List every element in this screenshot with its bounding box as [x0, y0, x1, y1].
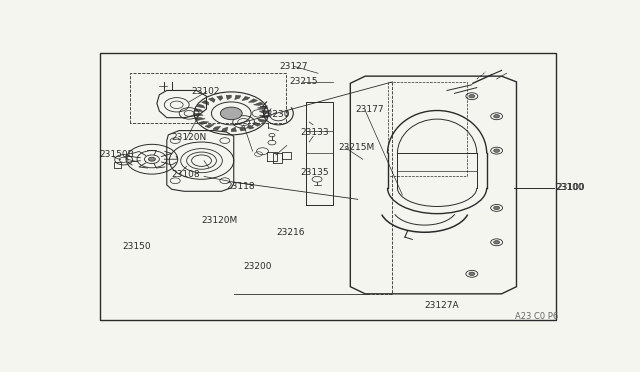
Polygon shape	[205, 125, 214, 128]
Circle shape	[469, 94, 475, 98]
Polygon shape	[248, 99, 257, 102]
Polygon shape	[226, 95, 231, 100]
Text: 23135: 23135	[301, 168, 330, 177]
Polygon shape	[199, 121, 209, 125]
Circle shape	[493, 115, 500, 118]
Polygon shape	[239, 126, 246, 131]
Text: 23150B: 23150B	[100, 150, 134, 160]
Circle shape	[220, 107, 242, 120]
Text: 23230: 23230	[261, 110, 289, 119]
Text: 23177: 23177	[355, 105, 384, 113]
Polygon shape	[253, 102, 264, 106]
Polygon shape	[242, 96, 250, 100]
Polygon shape	[217, 96, 223, 100]
Polygon shape	[194, 113, 204, 116]
Text: 23118: 23118	[227, 182, 255, 191]
Polygon shape	[195, 118, 205, 121]
Text: 23133: 23133	[301, 128, 330, 137]
Text: 23127A: 23127A	[425, 301, 460, 310]
Polygon shape	[196, 104, 205, 108]
Text: 23216: 23216	[276, 228, 305, 237]
Polygon shape	[202, 100, 209, 105]
Text: A23 C0 P6: A23 C0 P6	[515, 312, 559, 321]
Polygon shape	[259, 115, 268, 118]
Text: 23200: 23200	[244, 262, 272, 271]
Text: 23215M: 23215M	[338, 143, 374, 152]
Text: 23102: 23102	[191, 87, 220, 96]
Text: 23120N: 23120N	[172, 133, 207, 142]
Polygon shape	[257, 106, 268, 109]
Circle shape	[148, 157, 156, 161]
Text: 23108: 23108	[172, 170, 200, 179]
Text: 23127: 23127	[279, 62, 308, 71]
Circle shape	[493, 241, 500, 244]
Polygon shape	[235, 95, 241, 100]
Text: 23100: 23100	[555, 183, 584, 192]
Text: 23215: 23215	[289, 77, 317, 86]
Polygon shape	[209, 97, 215, 102]
Circle shape	[493, 206, 500, 210]
Polygon shape	[254, 122, 261, 126]
Polygon shape	[231, 127, 236, 132]
Circle shape	[493, 149, 500, 153]
Polygon shape	[259, 111, 269, 113]
Text: 23150: 23150	[122, 242, 151, 251]
Polygon shape	[248, 124, 254, 129]
Text: 23120M: 23120M	[202, 216, 238, 225]
Polygon shape	[195, 109, 204, 112]
Circle shape	[469, 272, 475, 276]
Polygon shape	[221, 127, 228, 132]
Polygon shape	[257, 119, 266, 122]
Text: 23100: 23100	[556, 183, 585, 192]
Polygon shape	[212, 126, 221, 130]
